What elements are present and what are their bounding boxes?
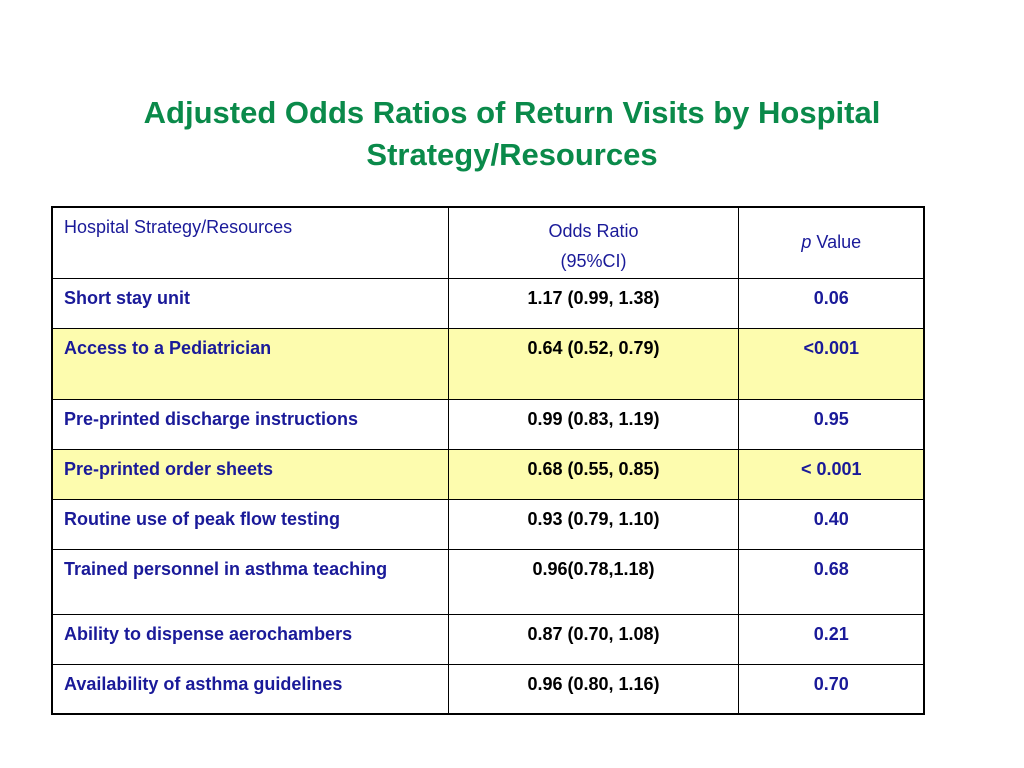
cell-odds-ratio: 0.93 (0.79, 1.10) (447, 498, 739, 550)
header-odds-ratio: Odds Ratio (95%CI) (447, 206, 739, 279)
cell-p-value: 0.70 (737, 663, 925, 715)
table-row: Pre-printed discharge instructions 0.99 … (51, 398, 925, 450)
slide-title-line-2: Strategy/Resources (366, 137, 658, 172)
table-row: Availability of asthma guidelines 0.96 (… (51, 663, 925, 715)
table-row: Short stay unit 1.17 (0.99, 1.38) 0.06 (51, 277, 925, 329)
cell-strategy: Trained personnel in asthma teaching (51, 548, 449, 615)
header-value-word: Value (811, 232, 862, 253)
cell-odds-ratio: 1.17 (0.99, 1.38) (447, 277, 739, 329)
cell-p-value: 0.95 (737, 398, 925, 450)
slide-title: Adjusted Odds Ratios of Return Visits by… (60, 92, 964, 176)
cell-strategy: Short stay unit (51, 277, 449, 329)
cell-strategy: Routine use of peak flow testing (51, 498, 449, 550)
cell-strategy: Availability of asthma guidelines (51, 663, 449, 715)
slide-title-line-1: Adjusted Odds Ratios of Return Visits by… (143, 95, 881, 130)
cell-odds-ratio: 0.99 (0.83, 1.19) (447, 398, 739, 450)
table-header-row: Hospital Strategy/Resources Odds Ratio (… (51, 206, 925, 279)
cell-p-value: < 0.001 (737, 448, 925, 500)
cell-p-value: 0.68 (737, 548, 925, 615)
cell-strategy: Ability to dispense aerochambers (51, 613, 449, 665)
cell-strategy: Access to a Pediatrician (51, 327, 449, 400)
header-odds-ratio-line-1: Odds Ratio (548, 221, 639, 241)
odds-ratio-table: Hospital Strategy/Resources Odds Ratio (… (51, 206, 925, 715)
cell-odds-ratio: 0.64 (0.52, 0.79) (447, 327, 739, 400)
cell-p-value: <0.001 (737, 327, 925, 400)
cell-p-value: 0.21 (737, 613, 925, 665)
cell-strategy: Pre-printed order sheets (51, 448, 449, 500)
cell-p-value: 0.40 (737, 498, 925, 550)
cell-p-value: 0.06 (737, 277, 925, 329)
table-row: Access to a Pediatrician 0.64 (0.52, 0.7… (51, 327, 925, 400)
cell-odds-ratio: 0.96 (0.80, 1.16) (447, 663, 739, 715)
header-odds-ratio-line-2: (95%CI) (560, 251, 627, 271)
cell-odds-ratio: 0.68 (0.55, 0.85) (447, 448, 739, 500)
header-p-letter: p (801, 232, 812, 253)
header-strategy: Hospital Strategy/Resources (51, 206, 449, 279)
cell-odds-ratio: 0.96(0.78,1.18) (447, 548, 739, 615)
table-row: Ability to dispense aerochambers 0.87 (0… (51, 613, 925, 665)
cell-strategy: Pre-printed discharge instructions (51, 398, 449, 450)
cell-odds-ratio: 0.87 (0.70, 1.08) (447, 613, 739, 665)
table-row: Pre-printed order sheets 0.68 (0.55, 0.8… (51, 448, 925, 500)
table-row: Trained personnel in asthma teaching 0.9… (51, 548, 925, 615)
table-row: Routine use of peak flow testing 0.93 (0… (51, 498, 925, 550)
header-p-value: p Value (737, 206, 925, 279)
